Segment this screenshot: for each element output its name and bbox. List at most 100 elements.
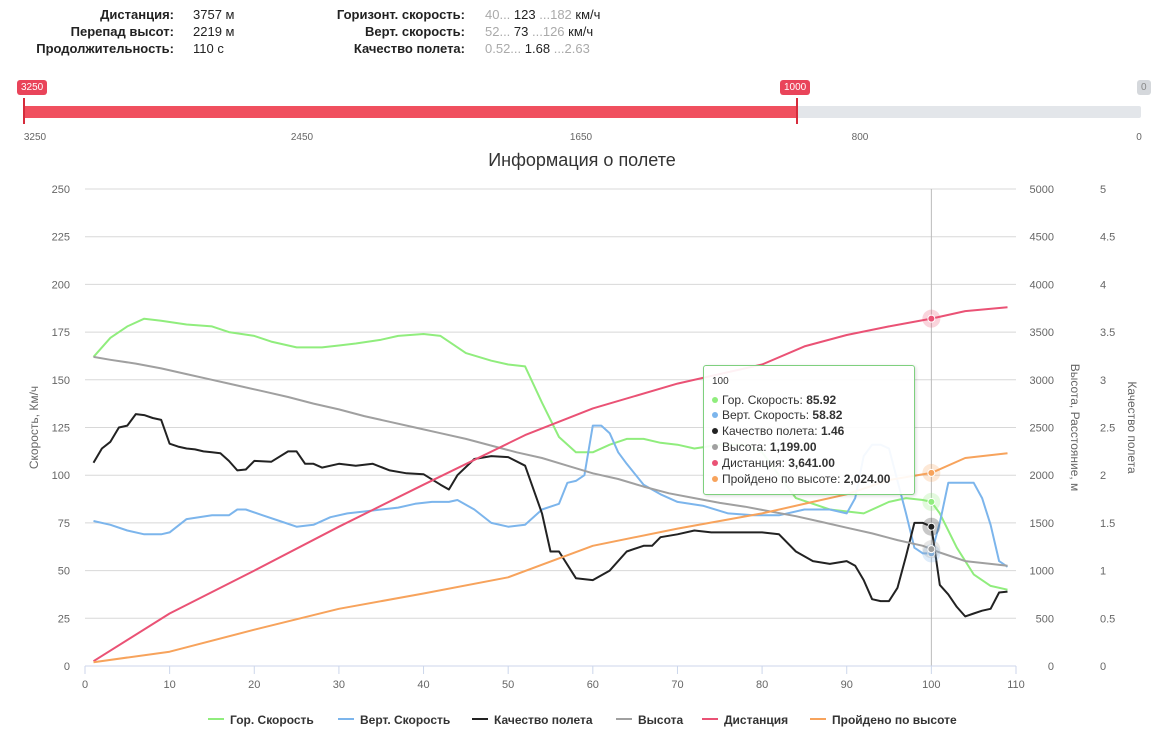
slider-to-label: 1000 (780, 80, 811, 95)
tooltip-value: 85.92 (806, 393, 837, 407)
y-tick-label-speed: 125 (52, 423, 70, 435)
stat-label: Горизонт. скорость: (336, 7, 465, 22)
legend-item-distance[interactable]: Дистанция (702, 713, 788, 727)
legend-item-quality[interactable]: Качество полета (472, 713, 593, 727)
y-tick-label-speed: 25 (58, 613, 70, 625)
legend-label: Дистанция (724, 713, 789, 727)
tooltip-row: Качество полета: 1.46 (712, 424, 844, 438)
x-tick-label: 50 (502, 679, 514, 691)
x-tick-label: 70 (671, 679, 683, 691)
y-tick-label-quality: 3 (1100, 375, 1106, 387)
slider-handle-from[interactable] (23, 98, 25, 124)
slider-handle-to[interactable] (796, 98, 798, 124)
y-tick-label-altitude: 1500 (1030, 518, 1054, 530)
y-axis-title-altitude: Высота, Расстояние, м (1068, 364, 1082, 492)
x-tick-label: 90 (841, 679, 853, 691)
hover-point (927, 314, 936, 323)
legend-item-hor-speed[interactable]: Гор. Скорость (208, 713, 314, 727)
y-tick-label-altitude: 4000 (1030, 279, 1054, 291)
tooltip-label: Пройдено по высоте: (722, 472, 844, 486)
series-dot-icon (712, 428, 718, 434)
stat-max: ...2.63 (553, 41, 590, 56)
series-dot-icon (712, 460, 718, 466)
x-tick-label: 30 (333, 679, 345, 691)
y-tick-label-quality: 4.5 (1100, 232, 1115, 244)
stat-avg: 1.68 (524, 41, 551, 56)
y-tick-label-altitude: 4500 (1030, 232, 1054, 244)
y-tick-label-quality: 4 (1100, 279, 1106, 291)
x-tick-label: 60 (587, 679, 599, 691)
slider-selected-range (24, 106, 797, 118)
y-tick-label-quality: 2 (1100, 470, 1106, 482)
slider-tick: 1650 (569, 132, 593, 143)
legend-item-descended[interactable]: Пройдено по высоте (810, 713, 957, 727)
chart-title: Информация о полете (488, 150, 676, 170)
legend-label: Высота (638, 713, 684, 727)
stat-min: 40... (485, 7, 511, 22)
legend-item-altitude[interactable]: Высота (616, 713, 683, 727)
stat-label: Верт. скорость: (365, 24, 465, 39)
tooltip-row: Пройдено по высоте: 2,024.00 (712, 472, 890, 486)
stat-max: ...182 (539, 7, 572, 22)
tooltip-header: 100 (712, 376, 729, 387)
tooltip-row: Дистанция: 3,641.00 (712, 456, 835, 470)
hover-point (927, 468, 936, 477)
x-tick-label: 0 (82, 679, 88, 691)
y-tick-label-quality: 1 (1100, 566, 1106, 578)
tooltip-value: 1.46 (820, 424, 845, 438)
y-tick-label-quality: 5 (1100, 184, 1106, 196)
stat-avg: 123 (513, 7, 536, 22)
legend-swatch-icon (472, 718, 488, 720)
tooltip-value: 3,641.00 (788, 456, 835, 470)
stat-min: 0.52... (485, 41, 522, 56)
stat-value: 2219 м (193, 24, 235, 39)
y-tick-label-altitude: 3000 (1030, 375, 1054, 387)
legend-item-vert-speed[interactable]: Верт. Скорость (338, 713, 450, 727)
tooltip-value: 58.82 (812, 408, 843, 422)
series-line (93, 452, 1008, 664)
x-tick-label: 100 (922, 679, 940, 691)
tooltip-row: Гор. Скорость: 85.92 (712, 393, 836, 407)
slider-tick: 0 (1136, 132, 1142, 143)
series-lines (92, 306, 1009, 664)
legend-swatch-icon (208, 718, 224, 720)
y-tick-label-quality: 1.5 (1100, 518, 1115, 530)
y-tick-label-altitude: 2000 (1030, 470, 1054, 482)
legend-swatch-icon (702, 718, 718, 720)
y-tick-label-speed: 250 (52, 184, 70, 196)
y-tick-label-speed: 100 (52, 470, 70, 482)
series-dot-icon (712, 476, 718, 482)
tooltip-label: Качество полета: (722, 424, 821, 438)
y-tick-label-speed: 175 (52, 327, 70, 339)
y-tick-label-speed: 200 (52, 279, 70, 291)
y-tick-label-quality: 0.5 (1100, 613, 1115, 625)
y-axis-title-speed: Скорость, Км/ч (27, 386, 41, 469)
legend-label: Качество полета (494, 713, 593, 727)
tooltip-value: 2,024.00 (843, 472, 891, 486)
hover-point (927, 497, 936, 506)
legend-swatch-icon (338, 718, 354, 720)
y-tick-label-altitude: 1000 (1030, 566, 1054, 578)
stat-label: Продолжительность: (36, 41, 174, 56)
slider-tick: 800 (851, 132, 869, 143)
y-tick-label-speed: 0 (64, 661, 70, 673)
tooltip-label: Гор. Скорость: (722, 393, 807, 407)
slider-tick: 3250 (23, 132, 47, 143)
tooltip-label: Дистанция: (722, 456, 789, 470)
stat-value: 40... 123 ...182 км/ч (485, 6, 600, 24)
series-line (92, 413, 1008, 618)
hover-point (927, 522, 936, 531)
tooltip-label: Верт. Скорость: (722, 408, 813, 422)
series-dot-icon (712, 397, 718, 403)
slider-tick: 2450 (290, 132, 314, 143)
y-tick-label-quality: 3.5 (1100, 327, 1115, 339)
flight-chart: Информация о полете 02550751001251501752… (27, 150, 1139, 691)
stat-unit: км/ч (568, 24, 594, 39)
x-tick-label: 110 (1007, 679, 1025, 691)
y-tick-label-altitude: 5000 (1030, 184, 1054, 196)
y-tick-label-altitude: 3500 (1030, 327, 1054, 339)
y-tick-label-quality: 0 (1100, 661, 1106, 673)
hover-point (927, 545, 936, 554)
x-tick-label: 40 (417, 679, 429, 691)
stat-min: 52... (485, 24, 511, 39)
